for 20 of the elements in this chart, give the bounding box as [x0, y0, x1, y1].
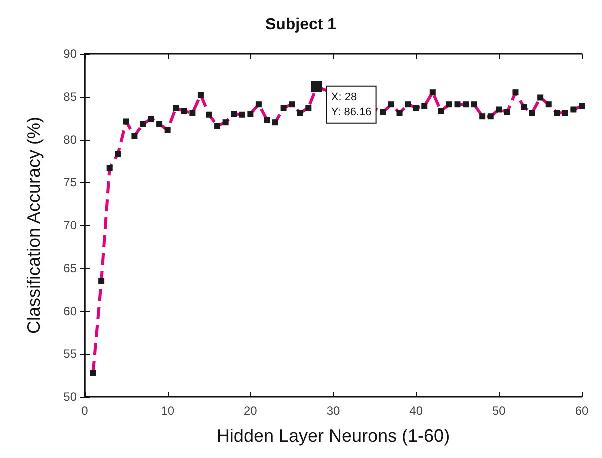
x-tick-label: 20 — [244, 404, 258, 418]
x-tick-label: 30 — [326, 404, 340, 418]
y-tick-label: 85 — [64, 90, 78, 104]
x-axis-title: Hidden Layer Neurons (1-60) — [216, 426, 450, 446]
annotation: X: 28 Y: 86.16 — [331, 91, 372, 118]
y-tick-label: 70 — [64, 218, 78, 232]
y-tick-label: 60 — [64, 304, 78, 318]
y-tick-label: 50 — [64, 390, 78, 404]
y-tick-label: 75 — [64, 176, 78, 190]
chart-title: Subject 1 — [265, 16, 337, 34]
x-tick-label: 0 — [82, 404, 89, 418]
x-tick-label: 10 — [161, 404, 175, 418]
y-tick-label: 80 — [64, 132, 78, 147]
x-tick-label: 50 — [492, 404, 506, 418]
y-tick-label: 65 — [64, 261, 78, 276]
x-tick-label: 60 — [575, 404, 589, 418]
y-axis-title: Classification Accuracy (%) — [24, 116, 44, 334]
y-tick-label: 90 — [64, 47, 78, 61]
y-tick-label: 55 — [64, 347, 78, 362]
x-tick-label: 40 — [410, 404, 424, 418]
